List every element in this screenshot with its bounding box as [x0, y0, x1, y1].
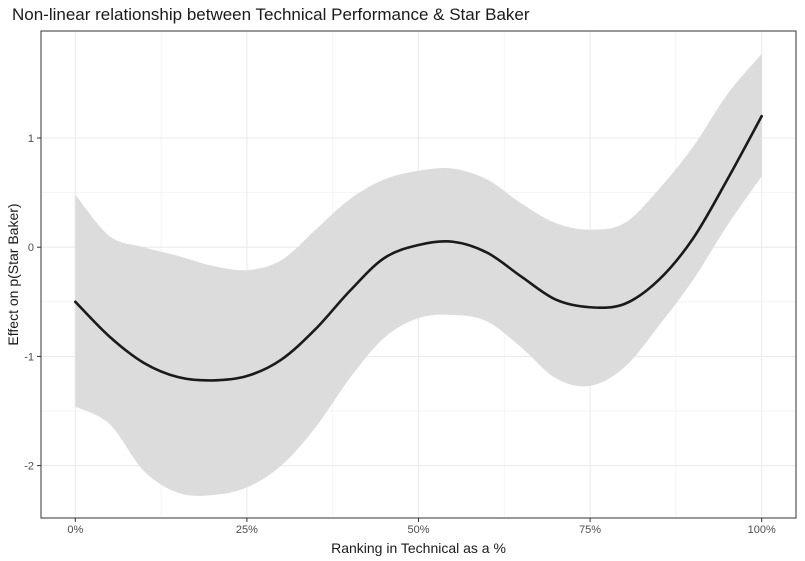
- x-tick-label: 75%: [579, 524, 601, 536]
- x-tick-label: 100%: [748, 524, 776, 536]
- y-axis-ticks: -2 -1 0 1: [24, 133, 41, 473]
- x-axis-title: Ranking in Technical as a %: [331, 540, 506, 556]
- line-layer: [74, 114, 763, 382]
- y-tick-label: -1: [24, 351, 34, 363]
- x-tick-label: 25%: [236, 524, 258, 536]
- fit-line: [74, 114, 763, 382]
- confidence-band: [75, 53, 762, 496]
- y-tick-label: -2: [24, 461, 34, 473]
- band-layer: [75, 53, 762, 496]
- y-tick-label: 1: [28, 133, 34, 145]
- y-tick-label: 0: [28, 242, 34, 254]
- x-tick-label: 0%: [67, 524, 83, 536]
- x-axis-ticks: 0% 25% 50% 75% 100%: [67, 518, 776, 536]
- x-tick-label: 50%: [407, 524, 429, 536]
- y-axis-title: Effect on p(Star Baker): [5, 203, 21, 345]
- chart-title: Non-linear relationship between Technica…: [12, 5, 530, 24]
